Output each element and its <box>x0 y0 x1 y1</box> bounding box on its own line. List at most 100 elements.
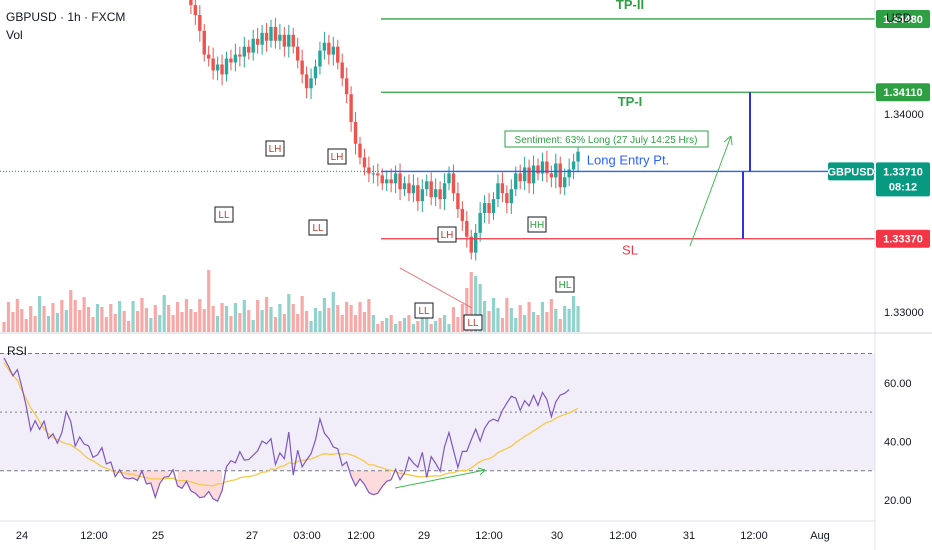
candle[interactable] <box>296 37 300 69</box>
candle[interactable] <box>300 49 304 84</box>
candle[interactable] <box>331 36 335 66</box>
candle-body[interactable] <box>202 30 206 55</box>
candle-body[interactable] <box>358 143 362 158</box>
candle[interactable] <box>278 23 282 50</box>
candle-body[interactable] <box>478 213 482 233</box>
candle[interactable] <box>469 229 473 260</box>
candle[interactable] <box>371 165 376 184</box>
candle[interactable] <box>438 181 442 210</box>
candle[interactable] <box>353 112 358 155</box>
candle-body[interactable] <box>215 64 220 71</box>
candle-body[interactable] <box>331 46 335 55</box>
candle[interactable] <box>198 5 202 42</box>
candle-body[interactable] <box>563 177 567 188</box>
annotations[interactable]: Sentiment: 63% Long (27 July 14:25 Hrs) L… <box>214 92 751 331</box>
candle-body[interactable] <box>425 181 429 190</box>
candle-body[interactable] <box>269 26 273 41</box>
candle-body[interactable] <box>442 183 447 200</box>
candle-body[interactable] <box>207 54 211 59</box>
candle[interactable] <box>420 179 424 213</box>
candle[interactable] <box>482 195 487 223</box>
candle[interactable] <box>402 176 407 197</box>
candle-body[interactable] <box>211 58 215 71</box>
level-sl[interactable]: SL <box>381 238 875 258</box>
candle-body[interactable] <box>491 199 496 213</box>
candle-body[interactable] <box>362 157 367 168</box>
candle[interactable] <box>496 174 500 208</box>
candle[interactable] <box>344 67 349 104</box>
sentiment-box[interactable] <box>504 130 709 148</box>
candle[interactable] <box>536 158 540 181</box>
candle[interactable] <box>220 54 224 86</box>
candle-body[interactable] <box>469 236 473 253</box>
candle[interactable] <box>202 23 206 62</box>
candle[interactable] <box>545 150 549 183</box>
candle[interactable] <box>429 172 433 206</box>
candle[interactable] <box>340 53 344 87</box>
swing-label[interactable]: LL <box>414 302 434 319</box>
candle[interactable] <box>358 136 362 165</box>
candle-body[interactable] <box>474 232 478 253</box>
candle[interactable] <box>376 163 380 187</box>
candle-body[interactable] <box>433 189 438 198</box>
candle[interactable] <box>193 0 198 25</box>
candle-body[interactable] <box>393 173 398 184</box>
candle-body[interactable] <box>567 169 571 178</box>
candle-body[interactable] <box>273 26 278 41</box>
candle-body[interactable] <box>451 173 456 194</box>
candle-body[interactable] <box>531 165 536 184</box>
candle[interactable] <box>349 86 353 132</box>
candle-body[interactable] <box>251 38 255 53</box>
candle-body[interactable] <box>247 46 251 53</box>
candle-body[interactable] <box>340 62 344 79</box>
candle[interactable] <box>567 158 571 187</box>
candle-body[interactable] <box>571 161 576 170</box>
swing-label[interactable]: LH <box>437 226 457 243</box>
candle[interactable] <box>393 165 398 194</box>
candle-body[interactable] <box>411 185 416 194</box>
swing-label[interactable]: LL <box>463 314 483 331</box>
candle-body[interactable] <box>336 46 340 63</box>
candle-body[interactable] <box>255 38 260 45</box>
candle-body[interactable] <box>309 78 313 89</box>
swing-label[interactable]: LL <box>308 219 328 236</box>
candle[interactable] <box>273 17 278 49</box>
candle-body[interactable] <box>282 34 287 47</box>
candle[interactable] <box>487 193 491 224</box>
candle[interactable] <box>447 166 451 191</box>
candle-body[interactable] <box>558 163 562 188</box>
candle-body[interactable] <box>353 121 358 144</box>
candle-body[interactable] <box>389 179 393 184</box>
candle[interactable] <box>527 159 531 194</box>
candle-body[interactable] <box>554 163 558 178</box>
candle[interactable] <box>518 164 522 190</box>
candle-body[interactable] <box>482 203 487 213</box>
candle-body[interactable] <box>238 54 242 57</box>
candle-body[interactable] <box>327 42 331 55</box>
candle-body[interactable] <box>313 66 318 79</box>
candle[interactable] <box>540 152 545 182</box>
candle-body[interactable] <box>402 183 407 190</box>
candle-body[interactable] <box>229 58 233 63</box>
swing-label[interactable]: LH <box>265 140 285 157</box>
candle-body[interactable] <box>264 32 269 41</box>
candle[interactable] <box>549 165 554 188</box>
candle-body[interactable] <box>514 173 518 190</box>
candle-body[interactable] <box>296 46 300 61</box>
candle-body[interactable] <box>220 64 224 75</box>
candle-body[interactable] <box>278 34 282 41</box>
candle[interactable] <box>264 22 269 52</box>
candle-body[interactable] <box>371 173 376 175</box>
candle-body[interactable] <box>536 165 540 174</box>
candle[interactable] <box>255 27 260 54</box>
candle[interactable] <box>491 192 496 220</box>
candle-body[interactable] <box>385 179 389 184</box>
candle[interactable] <box>211 47 215 80</box>
candle-body[interactable] <box>260 32 264 45</box>
candle[interactable] <box>362 148 367 176</box>
candle[interactable] <box>558 156 562 195</box>
candle-body[interactable] <box>416 185 420 202</box>
candle[interactable] <box>442 173 447 211</box>
